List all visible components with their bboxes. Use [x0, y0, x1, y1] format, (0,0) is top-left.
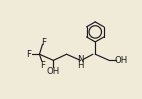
Text: H: H — [77, 60, 84, 69]
Text: N: N — [77, 55, 84, 64]
Text: OH: OH — [47, 67, 60, 76]
Text: F: F — [26, 50, 31, 59]
Text: OH: OH — [114, 56, 128, 65]
Text: F: F — [41, 38, 46, 47]
Text: F: F — [40, 61, 45, 70]
